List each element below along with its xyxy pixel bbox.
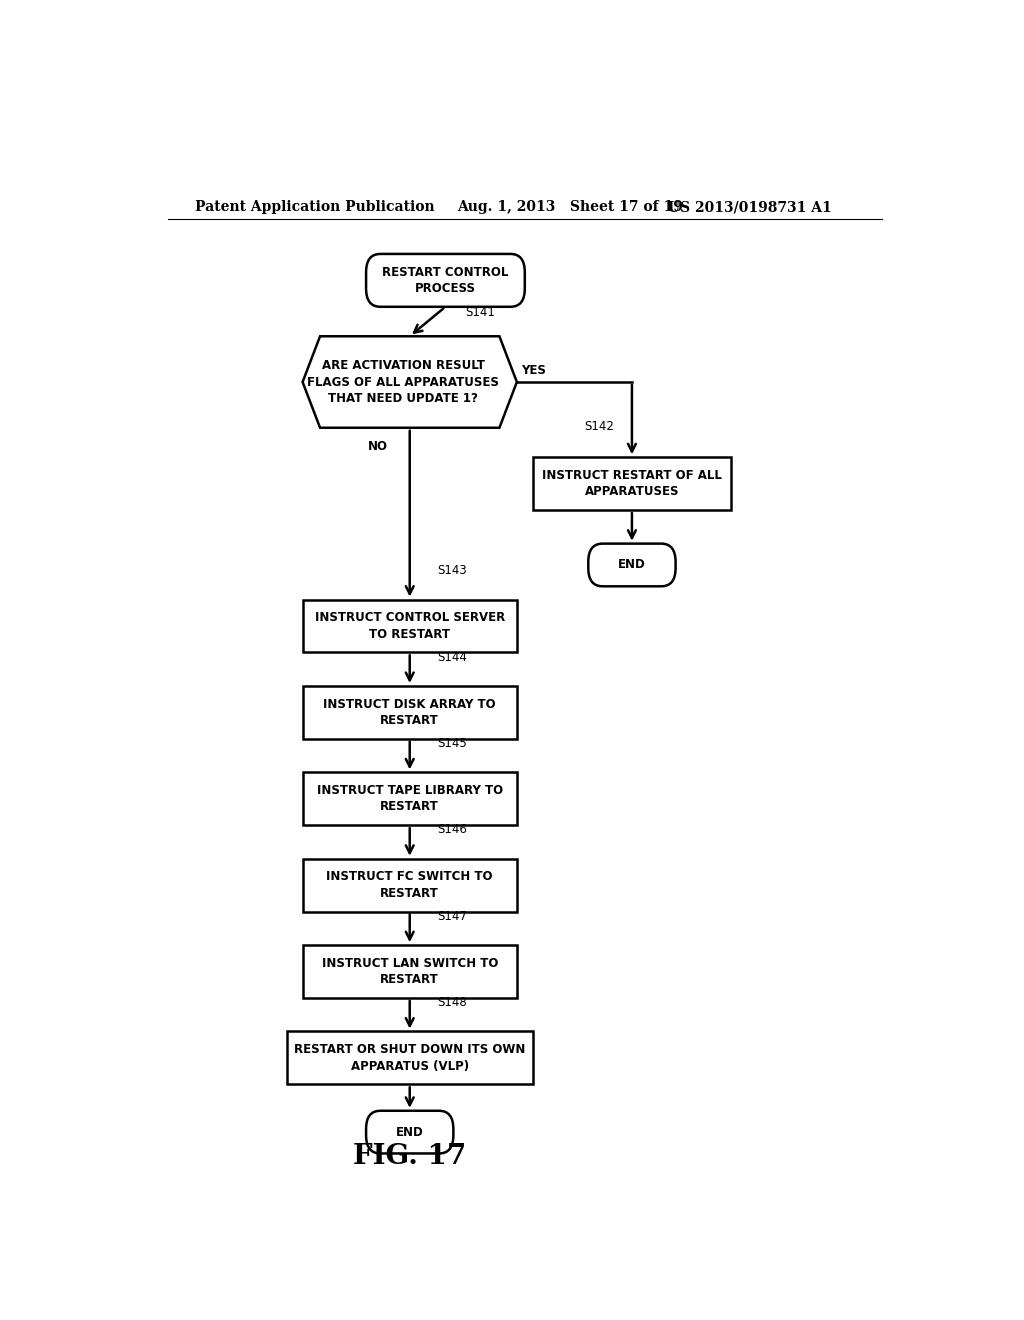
FancyBboxPatch shape xyxy=(367,1110,454,1154)
Text: Aug. 1, 2013   Sheet 17 of 19: Aug. 1, 2013 Sheet 17 of 19 xyxy=(458,201,683,214)
Bar xyxy=(303,772,517,825)
Bar xyxy=(287,1031,532,1084)
Text: S147: S147 xyxy=(437,909,467,923)
Polygon shape xyxy=(303,337,517,428)
Text: INSTRUCT LAN SWITCH TO
RESTART: INSTRUCT LAN SWITCH TO RESTART xyxy=(322,957,498,986)
Text: INSTRUCT RESTART OF ALL
APPARATUSES: INSTRUCT RESTART OF ALL APPARATUSES xyxy=(542,469,722,499)
Text: S141: S141 xyxy=(465,306,496,319)
Text: S142: S142 xyxy=(585,420,614,433)
Text: END: END xyxy=(618,558,646,572)
Text: INSTRUCT TAPE LIBRARY TO
RESTART: INSTRUCT TAPE LIBRARY TO RESTART xyxy=(316,784,503,813)
Text: INSTRUCT CONTROL SERVER
TO RESTART: INSTRUCT CONTROL SERVER TO RESTART xyxy=(314,611,505,640)
Text: YES: YES xyxy=(521,364,546,378)
Text: RESTART CONTROL
PROCESS: RESTART CONTROL PROCESS xyxy=(382,265,509,296)
Bar xyxy=(303,945,517,998)
Text: RESTART OR SHUT DOWN ITS OWN
APPARATUS (VLP): RESTART OR SHUT DOWN ITS OWN APPARATUS (… xyxy=(294,1043,525,1073)
Text: S145: S145 xyxy=(437,737,467,750)
Text: S144: S144 xyxy=(437,651,467,664)
FancyBboxPatch shape xyxy=(367,253,524,306)
Text: S146: S146 xyxy=(437,824,467,837)
Bar xyxy=(303,859,517,912)
Bar xyxy=(303,599,517,652)
Text: US 2013/0198731 A1: US 2013/0198731 A1 xyxy=(668,201,831,214)
Text: S148: S148 xyxy=(437,997,467,1008)
Bar xyxy=(303,686,517,739)
Text: NO: NO xyxy=(368,440,388,453)
Text: Patent Application Publication: Patent Application Publication xyxy=(196,201,435,214)
Text: S143: S143 xyxy=(437,564,467,577)
Text: FIG. 17: FIG. 17 xyxy=(353,1143,466,1170)
Bar xyxy=(532,457,731,510)
Text: END: END xyxy=(396,1126,424,1139)
Text: ARE ACTIVATION RESULT
FLAGS OF ALL APPARATUSES
THAT NEED UPDATE 1?: ARE ACTIVATION RESULT FLAGS OF ALL APPAR… xyxy=(307,359,500,405)
Text: INSTRUCT DISK ARRAY TO
RESTART: INSTRUCT DISK ARRAY TO RESTART xyxy=(324,697,496,727)
Text: INSTRUCT FC SWITCH TO
RESTART: INSTRUCT FC SWITCH TO RESTART xyxy=(327,870,493,900)
FancyBboxPatch shape xyxy=(588,544,676,586)
